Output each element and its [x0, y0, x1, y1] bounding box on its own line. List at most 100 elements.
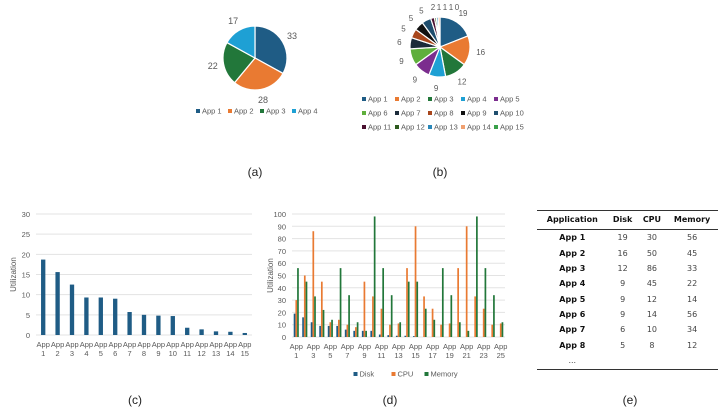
- caption-b: (b): [432, 165, 448, 179]
- bar: [440, 324, 442, 337]
- x-tick-label: 12: [197, 349, 205, 358]
- legend-label: App 11: [368, 123, 391, 132]
- table-cell: 8: [649, 340, 655, 350]
- x-tick-label: App: [224, 340, 237, 349]
- legend-swatch: [461, 125, 465, 129]
- data-label: 9: [399, 57, 404, 66]
- bar: [312, 231, 315, 337]
- x-tick-label: 5: [99, 349, 103, 358]
- y-tick-label: 25: [22, 230, 30, 239]
- bar: [344, 329, 347, 337]
- legend-swatch: [395, 97, 399, 101]
- data-label: 9: [413, 75, 418, 84]
- legend-label: App 6: [368, 109, 388, 118]
- legend-label: App 7: [401, 109, 421, 118]
- x-tick-label: App: [290, 342, 303, 351]
- bar: [348, 295, 350, 337]
- x-tick-label: 7: [128, 349, 132, 358]
- x-tick-label: App: [460, 342, 473, 351]
- x-tick-label: 1: [294, 351, 298, 360]
- legend-swatch: [196, 109, 200, 113]
- legend-swatch: [260, 109, 264, 113]
- y-tick-label: 80: [278, 235, 286, 244]
- bar: [387, 335, 390, 337]
- data-label: 9: [434, 84, 439, 93]
- table-cell: 5: [620, 340, 626, 350]
- data-label: 28: [258, 95, 268, 105]
- table-cell: 45: [646, 279, 658, 289]
- data-label: 2: [431, 3, 436, 12]
- table-cell: 12: [646, 294, 658, 304]
- data-label: 6: [397, 38, 402, 47]
- header-disk: Disk: [607, 210, 638, 230]
- legend-label: App 13: [434, 123, 458, 132]
- bar: [407, 281, 410, 337]
- table-cell: App 3: [559, 263, 586, 273]
- legend-label: CPU: [398, 370, 414, 379]
- bar: [380, 308, 383, 337]
- x-tick-label: App: [152, 340, 165, 349]
- bar: [355, 327, 357, 337]
- bar: [185, 327, 190, 335]
- bar: [491, 324, 494, 337]
- table-cell: 34: [687, 325, 698, 335]
- x-tick-label: App: [123, 340, 136, 349]
- data-label: 5: [409, 14, 414, 23]
- legend-swatch: [494, 97, 498, 101]
- bar: [499, 323, 502, 337]
- x-tick-label: App: [443, 342, 456, 351]
- bar: [423, 296, 425, 337]
- bar: [141, 314, 147, 335]
- y-tick-label: 60: [278, 259, 286, 268]
- x-tick-label: 11: [183, 349, 191, 358]
- caption-a: (a): [247, 165, 263, 179]
- x-tick-label: 13: [212, 349, 220, 358]
- table-row: App 1 19 30 56: [537, 230, 718, 246]
- legend-label: App 4: [298, 107, 318, 116]
- x-tick-label: App: [324, 342, 337, 351]
- bar: [327, 325, 330, 337]
- x-tick-label: 6: [113, 349, 117, 358]
- pie-slice: [254, 25, 288, 75]
- legend-swatch: [428, 125, 432, 129]
- data-label: 19: [459, 9, 468, 18]
- x-tick-label: 4: [84, 349, 88, 358]
- x-tick-label: App: [477, 342, 490, 351]
- bar: [156, 315, 161, 335]
- legend-swatch: [428, 111, 432, 115]
- x-tick-label: 1: [41, 349, 45, 358]
- data-label: 1: [437, 3, 442, 12]
- bar: [412, 336, 415, 337]
- bar: [346, 324, 349, 337]
- bar: [390, 295, 393, 337]
- x-tick-label: App: [195, 340, 208, 349]
- y-axis-label: Utilization: [9, 257, 18, 292]
- bar: [113, 298, 118, 335]
- y-tick-label: 30: [22, 210, 30, 219]
- x-tick-label: 8: [142, 349, 146, 358]
- bar: [319, 325, 321, 337]
- bar: [433, 319, 436, 337]
- bar: [338, 319, 340, 337]
- legend-label: App 1: [368, 95, 388, 104]
- bar: [320, 281, 323, 337]
- table-cell: App 7: [559, 325, 586, 335]
- bar: [431, 308, 434, 337]
- table-cell: 45: [687, 248, 698, 258]
- bar: [365, 330, 367, 337]
- caption-c: (c): [128, 393, 142, 407]
- bar: [457, 268, 459, 337]
- x-tick-label: App: [392, 342, 405, 351]
- y-tick-label: 10: [278, 321, 286, 330]
- y-tick-label: 100: [273, 210, 286, 219]
- x-tick-label: App: [494, 342, 507, 351]
- x-tick-label: 7: [345, 351, 349, 360]
- legend-label: App 14: [467, 123, 491, 132]
- x-tick-label: 15: [241, 349, 249, 358]
- utilization-table: Application Disk CPU Memory App 1 19 30 56 A…: [537, 210, 718, 371]
- bar: [69, 284, 75, 335]
- header-application: Application: [537, 210, 608, 230]
- bar: [295, 300, 298, 337]
- x-tick-label: 21: [462, 351, 470, 360]
- legend-swatch: [395, 125, 399, 129]
